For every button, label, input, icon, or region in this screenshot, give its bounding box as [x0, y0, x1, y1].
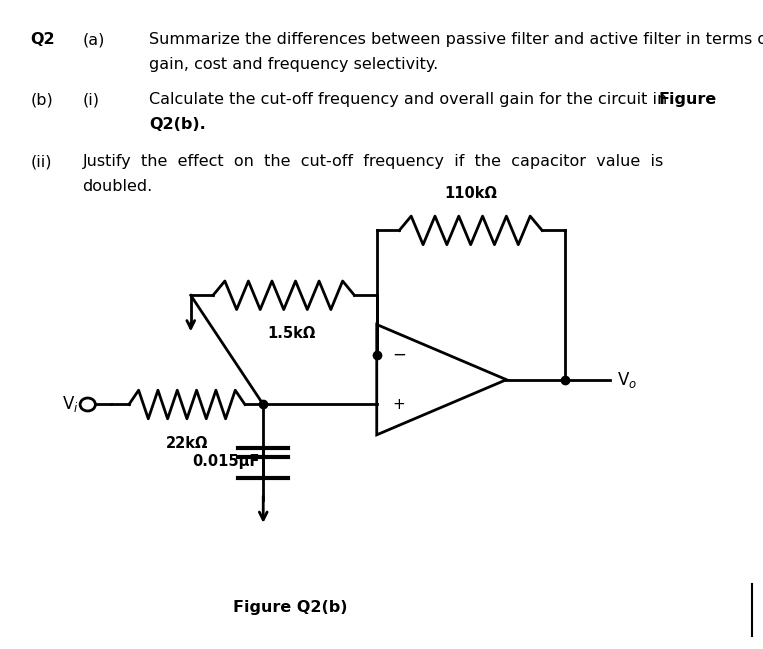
Text: V$_i$: V$_i$ — [62, 395, 79, 415]
Text: −: − — [392, 346, 406, 364]
Text: (a): (a) — [82, 32, 105, 47]
Text: Justify  the  effect  on  the  cut-off  frequency  if  the  capacitor  value  is: Justify the effect on the cut-off freque… — [82, 154, 664, 169]
Text: +: + — [392, 397, 404, 412]
Text: 110kΩ: 110kΩ — [444, 186, 497, 201]
Text: Figure: Figure — [658, 92, 716, 107]
Text: (ii): (ii) — [31, 154, 52, 169]
Text: 0.015μF: 0.015μF — [192, 454, 259, 469]
Text: (i): (i) — [82, 92, 99, 107]
Text: Q2: Q2 — [31, 32, 55, 47]
Text: 22kΩ: 22kΩ — [166, 435, 208, 450]
Text: Q2(b).: Q2(b). — [149, 117, 205, 132]
Text: Summarize the differences between passive filter and active filter in terms of: Summarize the differences between passiv… — [149, 32, 763, 47]
Text: doubled.: doubled. — [82, 179, 153, 194]
Text: 1.5kΩ: 1.5kΩ — [267, 326, 315, 341]
Text: (b): (b) — [31, 92, 53, 107]
Text: gain, cost and frequency selectivity.: gain, cost and frequency selectivity. — [149, 57, 438, 72]
Text: V$_o$: V$_o$ — [617, 370, 636, 389]
Text: Calculate the cut-off frequency and overall gain for the circuit in: Calculate the cut-off frequency and over… — [149, 92, 672, 107]
Text: Figure Q2(b): Figure Q2(b) — [233, 600, 347, 615]
